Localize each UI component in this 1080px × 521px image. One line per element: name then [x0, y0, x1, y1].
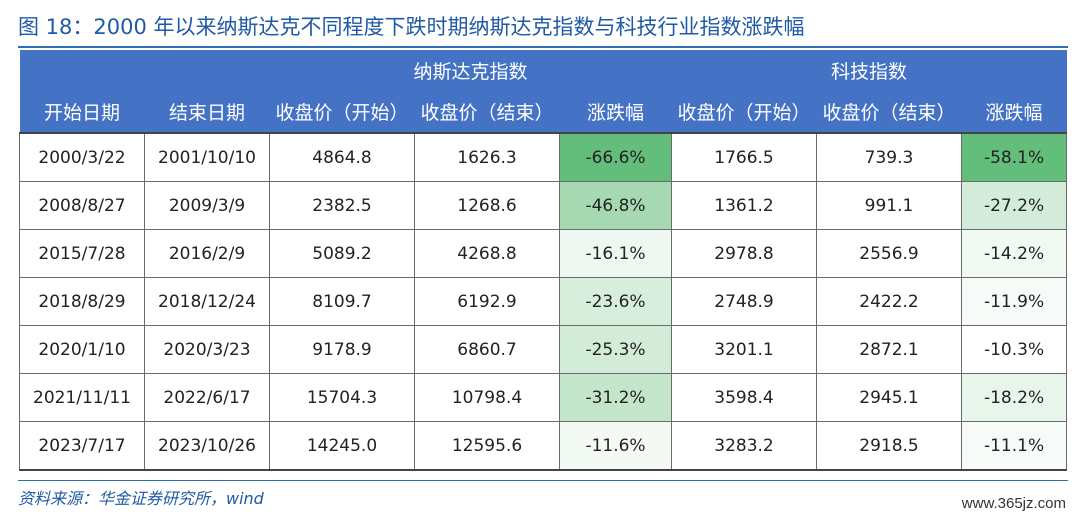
cell-tech-close: 2945.1: [816, 373, 963, 422]
figure-title: 图 18：2000 年以来纳斯达克不同程度下跌时期纳斯达克指数与科技行业指数涨跌…: [18, 15, 805, 39]
cell-start-date: 2015/7/28: [19, 229, 145, 278]
cell-nasdaq-close: 4268.8: [414, 229, 560, 278]
cell-tech-change: -11.1%: [961, 421, 1068, 471]
cell-tech-close: 2918.5: [816, 421, 963, 471]
index-decline-table: 纳斯达克指数 科技指数 开始日期 结束日期 收盘价（开始） 收盘价（结束） 涨跌…: [19, 50, 1068, 471]
table-row: 2000/3/22 2001/10/10 4864.8 1626.3 -66.6…: [19, 132, 1068, 182]
table-row: 2021/11/11 2022/6/17 15704.3 10798.4 -31…: [19, 373, 1068, 422]
cell-end-date: 2022/6/17: [144, 373, 270, 422]
col-header-tech-change: 涨跌幅: [961, 90, 1067, 133]
cell-end-date: 2016/2/9: [144, 229, 270, 278]
cell-nasdaq-change: -46.8%: [558, 181, 673, 230]
cell-tech-open: 1766.5: [671, 132, 818, 182]
watermark-text: www.365jz.com: [961, 495, 1066, 512]
cell-start-date: 2018/8/29: [19, 277, 145, 326]
cell-nasdaq-change: -11.6%: [558, 421, 673, 471]
cell-nasdaq-change: -25.3%: [558, 325, 673, 374]
col-header-tech-close: 收盘价（结束）: [816, 90, 962, 133]
col-header-nasdaq-close: 收盘价（结束）: [414, 90, 560, 133]
cell-tech-change: -10.3%: [961, 325, 1068, 374]
group-header-nasdaq: 纳斯达克指数: [269, 50, 672, 90]
table-row: 2015/7/28 2016/2/9 5089.2 4268.8 -16.1% …: [19, 229, 1068, 278]
group-header-tech: 科技指数: [671, 50, 1067, 90]
cell-start-date: 2008/8/27: [19, 181, 145, 230]
cell-tech-open: 3201.1: [671, 325, 818, 374]
table-row: 2008/8/27 2009/3/9 2382.5 1268.6 -46.8% …: [19, 181, 1068, 230]
cell-start-date: 2020/1/10: [19, 325, 145, 374]
table-row: 2020/1/10 2020/3/23 9178.9 6860.7 -25.3%…: [19, 325, 1068, 374]
cell-nasdaq-change: -16.1%: [558, 229, 673, 278]
cell-nasdaq-open: 2382.5: [269, 181, 415, 230]
col-header-nasdaq-change: 涨跌幅: [559, 90, 672, 133]
cell-nasdaq-change: -66.6%: [558, 132, 673, 182]
cell-nasdaq-close: 10798.4: [414, 373, 560, 422]
title-divider: [18, 46, 1068, 48]
source-note: 资料来源：华金证券研究所，wind: [18, 489, 264, 508]
cell-nasdaq-close: 1626.3: [414, 132, 560, 182]
group-header-blank: [19, 50, 270, 90]
cell-nasdaq-change: -23.6%: [558, 277, 673, 326]
cell-tech-change: -11.9%: [961, 277, 1068, 326]
cell-tech-open: 3598.4: [671, 373, 818, 422]
cell-end-date: 2020/3/23: [144, 325, 270, 374]
table-row: 2018/8/29 2018/12/24 8109.7 6192.9 -23.6…: [19, 277, 1068, 326]
cell-tech-close: 739.3: [816, 132, 963, 182]
cell-nasdaq-open: 9178.9: [269, 325, 415, 374]
cell-start-date: 2000/3/22: [19, 132, 145, 182]
cell-nasdaq-open: 14245.0: [269, 421, 415, 471]
cell-nasdaq-change: -31.2%: [558, 373, 673, 422]
cell-start-date: 2023/7/17: [19, 421, 145, 471]
cell-nasdaq-close: 1268.6: [414, 181, 560, 230]
cell-end-date: 2023/10/26: [144, 421, 270, 471]
group-header-row: 纳斯达克指数 科技指数: [19, 50, 1067, 90]
cell-nasdaq-open: 15704.3: [269, 373, 415, 422]
cell-nasdaq-open: 8109.7: [269, 277, 415, 326]
cell-tech-open: 2978.8: [671, 229, 818, 278]
cell-tech-close: 991.1: [816, 181, 963, 230]
cell-tech-change: -14.2%: [961, 229, 1068, 278]
cell-end-date: 2018/12/24: [144, 277, 270, 326]
cell-tech-change: -18.2%: [961, 373, 1068, 422]
cell-nasdaq-close: 6860.7: [414, 325, 560, 374]
cell-tech-change: -58.1%: [961, 132, 1068, 182]
cell-tech-open: 2748.9: [671, 277, 818, 326]
column-header-row: 开始日期 结束日期 收盘价（开始） 收盘价（结束） 涨跌幅 收盘价（开始） 收盘…: [19, 90, 1067, 133]
cell-tech-close: 2422.2: [816, 277, 963, 326]
cell-end-date: 2001/10/10: [144, 132, 270, 182]
cell-start-date: 2021/11/11: [19, 373, 145, 422]
cell-end-date: 2009/3/9: [144, 181, 270, 230]
source-divider: [18, 480, 1068, 481]
cell-tech-open: 3283.2: [671, 421, 818, 471]
col-header-nasdaq-open: 收盘价（开始）: [269, 90, 415, 133]
col-header-tech-open: 收盘价（开始）: [671, 90, 817, 133]
cell-tech-close: 2556.9: [816, 229, 963, 278]
cell-tech-change: -27.2%: [961, 181, 1068, 230]
col-header-end-date: 结束日期: [144, 90, 270, 133]
cell-nasdaq-open: 4864.8: [269, 132, 415, 182]
cell-tech-open: 1361.2: [671, 181, 818, 230]
cell-nasdaq-open: 5089.2: [269, 229, 415, 278]
cell-nasdaq-close: 12595.6: [414, 421, 560, 471]
col-header-start-date: 开始日期: [19, 90, 145, 133]
cell-nasdaq-close: 6192.9: [414, 277, 560, 326]
table-row: 2023/7/17 2023/10/26 14245.0 12595.6 -11…: [19, 421, 1068, 471]
cell-tech-close: 2872.1: [816, 325, 963, 374]
